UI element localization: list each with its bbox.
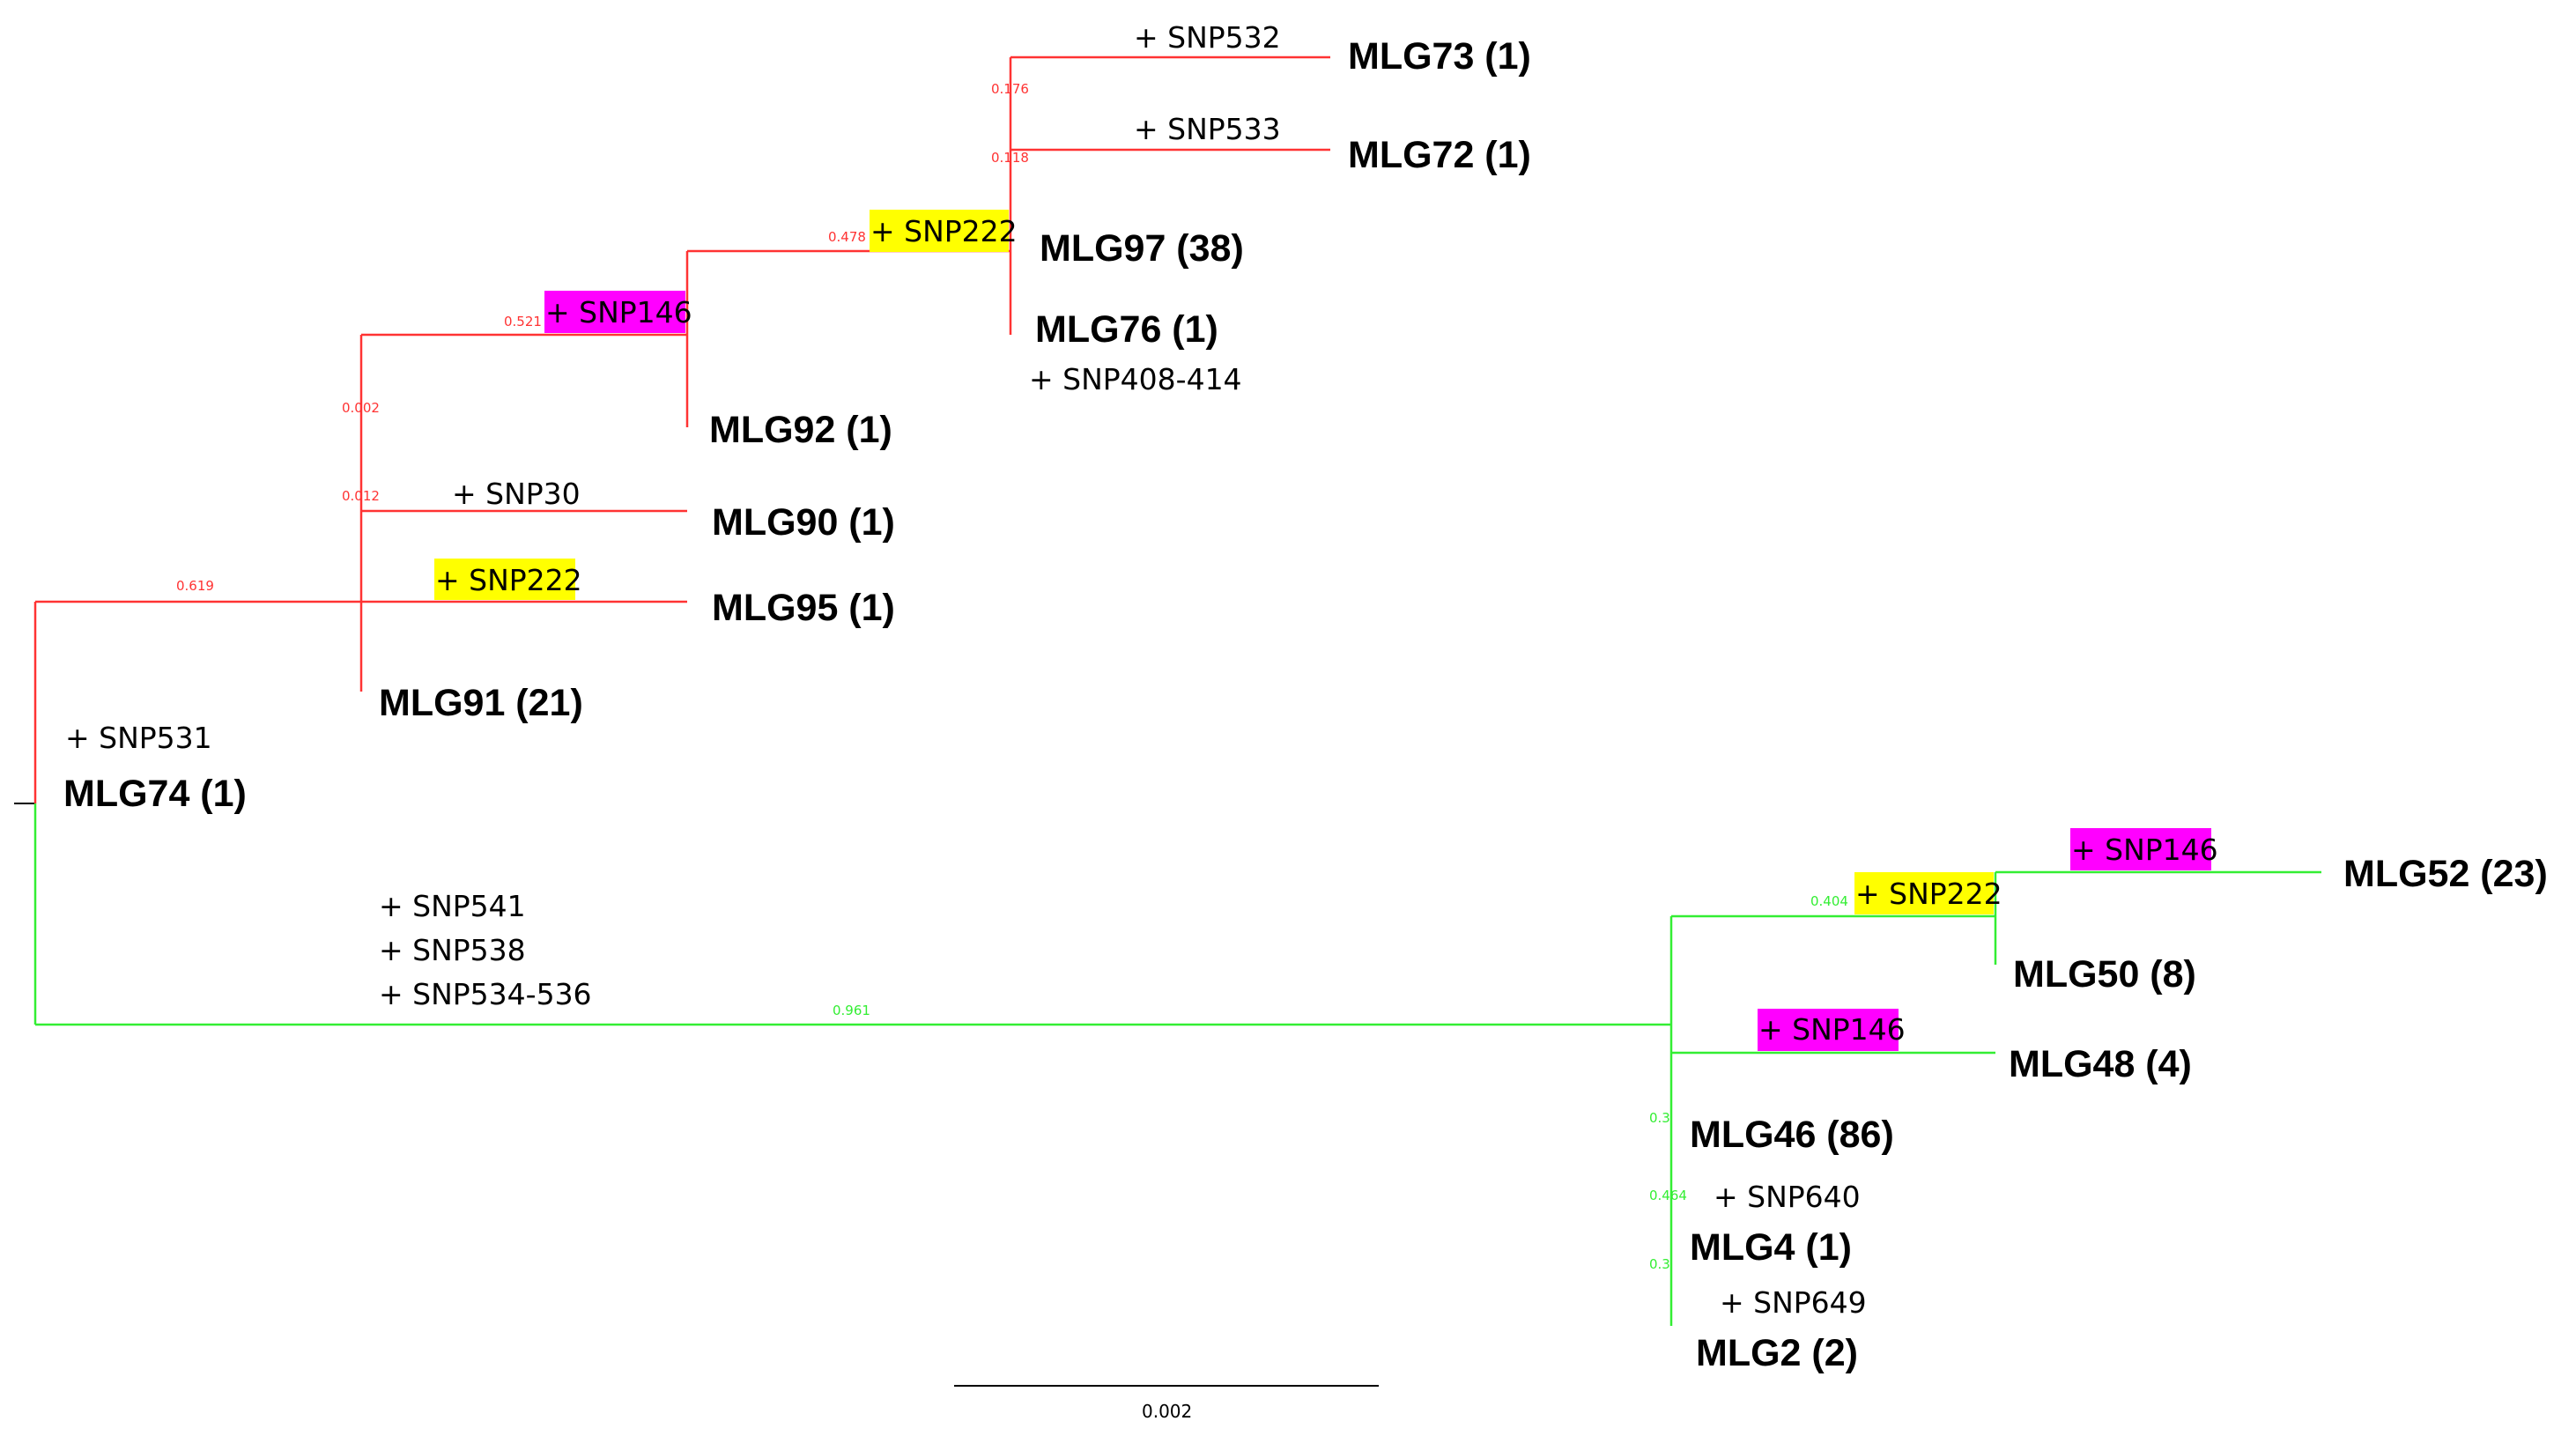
mutation-label: + SNP649 (1720, 1285, 1867, 1320)
mutation-label: + SNP222 (435, 563, 582, 597)
support-value: 0.619 (176, 578, 214, 594)
mutation-label: + SNP30 (452, 477, 581, 511)
mutation-label: + SNP146 (2071, 833, 2218, 867)
mutation-label: + SNP146 (545, 295, 692, 329)
mutation-label: + SNP531 (65, 721, 212, 755)
mutation-label: + SNP532 (1134, 20, 1281, 55)
scale-bar: 0.002 (954, 1385, 1379, 1422)
support-value: 0.404 (1810, 893, 1848, 909)
support-value: 0.521 (504, 314, 542, 329)
support-value: 0.118 (991, 150, 1029, 166)
snp222-highlight-b (434, 559, 575, 600)
snp146-highlight-a (544, 291, 685, 333)
mutation-label: + SNP533 (1134, 112, 1281, 146)
red-clade (33, 56, 1330, 803)
tip-label-mlg91: MLG91 (21) (379, 682, 583, 724)
support-value: 0.464 (1649, 1188, 1687, 1203)
support-value: 0.3 (1649, 1256, 1670, 1272)
mutation-label: + SNP146 (1758, 1012, 1906, 1047)
tip-label-mlg92: MLG92 (1) (709, 409, 892, 451)
support-value: 0.478 (828, 229, 866, 245)
tip-label-mlg90: MLG90 (1) (712, 501, 895, 544)
snp146-highlight-c (1758, 1009, 1899, 1051)
scale-bar-label: 0.002 (1142, 1401, 1192, 1422)
support-value: 0.176 (991, 81, 1029, 97)
tip-label-mlg48: MLG48 (4) (2009, 1043, 2192, 1085)
snp146-highlight-b (2070, 828, 2211, 870)
mutation-label: + SNP408-414 (1029, 362, 1242, 396)
tip-label-mlg97: MLG97 (38) (1040, 227, 1244, 270)
tip-label-mlg46: MLG46 (86) (1690, 1114, 1894, 1156)
tip-label-mlg50: MLG50 (8) (2013, 953, 2196, 996)
tip-label-mlg95: MLG95 (1) (712, 587, 895, 629)
tip-label-mlg4: MLG4 (1) (1690, 1226, 1852, 1269)
mutation-label: + SNP541 (379, 889, 526, 923)
snp222-highlight-c (1854, 872, 1994, 914)
tip-label-mlg72: MLG72 (1) (1348, 134, 1531, 176)
tip-label-mlg74: MLG74 (1) (63, 773, 247, 815)
support-value: 0.3 (1649, 1110, 1670, 1126)
tip-label-mlg2: MLG2 (2) (1696, 1332, 1858, 1374)
mutation-label: + SNP222 (1855, 877, 2002, 911)
tip-label-mlg73: MLG73 (1) (1348, 35, 1531, 78)
tip-label-mlg76: MLG76 (1) (1035, 308, 1218, 351)
green-clade (33, 803, 2321, 1326)
mutation-label: + SNP222 (870, 214, 1018, 248)
support-value: 0.002 (342, 400, 380, 416)
support-value: 0.961 (833, 1003, 870, 1018)
support-value: 0.012 (342, 488, 380, 504)
mutation-label: + SNP640 (1714, 1180, 1861, 1214)
tip-label-mlg52: MLG52 (23) (2343, 853, 2548, 895)
mutation-label: + SNP538 (379, 933, 526, 967)
snp222-highlight-a (870, 210, 1009, 252)
mutation-label: + SNP534-536 (379, 977, 592, 1011)
